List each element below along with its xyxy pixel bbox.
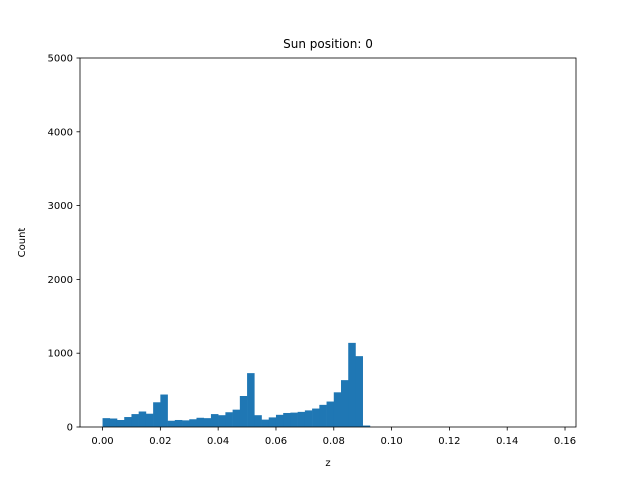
histogram-bar <box>203 418 212 427</box>
x-tick-label: 0.08 <box>323 436 345 447</box>
histogram-bar <box>131 414 139 427</box>
x-tick-label: 0.02 <box>149 436 171 447</box>
histogram-bar <box>196 417 205 427</box>
histogram-bar <box>283 412 291 427</box>
histogram-bar <box>304 410 313 427</box>
x-tick-label: 0.00 <box>91 436 113 447</box>
x-axis-ticks: 0.00 0.02 0.04 0.06 0.08 0.10 0.12 0.14 0.16 <box>91 427 576 447</box>
histogram-bar <box>109 418 118 427</box>
histogram-bar <box>210 414 219 427</box>
histogram-bar <box>225 412 233 427</box>
histogram-bar <box>160 394 168 427</box>
y-tick-label: 1000 <box>48 349 73 360</box>
y-tick-label: 5000 <box>48 54 73 65</box>
histogram-bar <box>232 409 241 427</box>
histogram-bar <box>254 415 262 427</box>
y-tick-label: 3000 <box>48 201 73 212</box>
histogram-bar <box>261 419 270 427</box>
histogram-bar <box>348 342 356 427</box>
y-axis-ticks: 0 1000 2000 3000 4000 5000 <box>48 54 80 434</box>
histogram-bar <box>275 414 284 427</box>
y-tick-label: 4000 <box>48 127 73 138</box>
histogram-bar <box>312 408 320 427</box>
x-tick-label: 0.16 <box>554 436 576 447</box>
histogram-bar <box>116 419 125 427</box>
histogram-bar <box>355 356 363 427</box>
histogram-bar <box>326 401 335 427</box>
histogram-bar <box>102 418 111 427</box>
histogram-bar <box>174 419 183 427</box>
histogram-bar <box>124 417 132 427</box>
chart-title: Sun position: 0 <box>283 37 373 51</box>
histogram-bar <box>362 425 371 427</box>
y-tick-label: 2000 <box>48 275 73 286</box>
histogram-bar <box>268 417 277 427</box>
histogram-bar <box>138 411 147 427</box>
histogram-bar <box>218 415 226 427</box>
histogram-bar <box>297 411 306 427</box>
bars-group <box>102 342 371 427</box>
x-axis-label: z <box>325 458 330 469</box>
y-tick-label: 0 <box>67 423 73 434</box>
histogram-bar <box>153 402 161 427</box>
plot-frame <box>79 57 577 428</box>
histogram-bar <box>239 396 248 427</box>
x-tick-label: 0.06 <box>265 436 287 447</box>
histogram-bar <box>189 419 197 427</box>
histogram-bar <box>167 420 176 427</box>
x-tick-label: 0.14 <box>496 436 518 447</box>
x-tick-label: 0.12 <box>438 436 460 447</box>
histogram-bar <box>145 413 154 427</box>
x-tick-label: 0.10 <box>380 436 402 447</box>
y-axis-label: Count <box>17 228 28 258</box>
histogram-bar <box>341 380 349 427</box>
x-tick-label: 0.04 <box>207 436 229 447</box>
histogram-bar <box>333 392 342 427</box>
histogram-bar <box>319 404 327 427</box>
histogram-bar <box>247 373 255 427</box>
histogram-bar <box>290 412 298 427</box>
histogram-bar <box>182 420 190 427</box>
